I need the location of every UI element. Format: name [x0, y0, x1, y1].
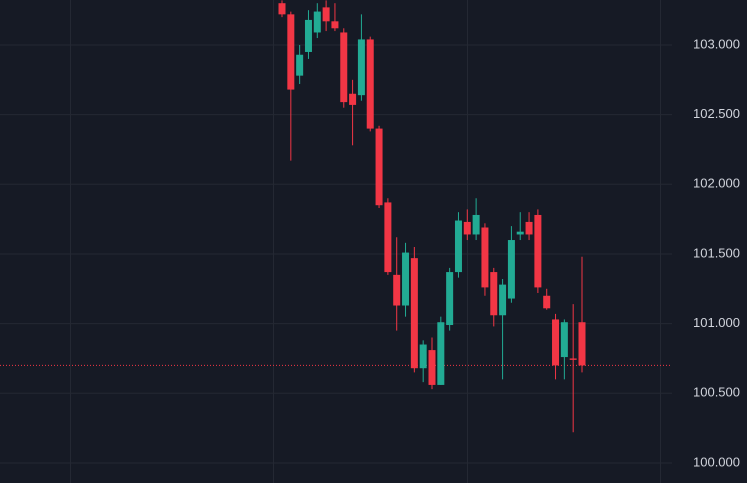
- candle-body: [402, 252, 410, 306]
- candle-body: [278, 3, 286, 15]
- candle-body: [437, 322, 445, 385]
- candle-body: [472, 214, 480, 235]
- candle-body: [384, 202, 392, 273]
- candle-body: [499, 284, 507, 316]
- candle-body: [481, 227, 489, 288]
- y-tick-label: 101.000: [693, 315, 740, 330]
- y-tick-label: 101.500: [693, 245, 740, 260]
- candle-body: [560, 322, 568, 358]
- candle-body: [446, 272, 454, 326]
- candle-body: [516, 231, 524, 235]
- candle-body: [304, 19, 312, 52]
- y-tick-label: 100.500: [693, 385, 740, 400]
- candle-body: [534, 214, 542, 288]
- candle-body: [322, 7, 330, 22]
- candle-body: [463, 221, 471, 235]
- candle-body: [525, 221, 533, 235]
- candle-body: [366, 39, 374, 129]
- y-tick-label: 103.000: [693, 36, 740, 51]
- candle-body: [296, 54, 304, 76]
- candle-body: [375, 128, 383, 206]
- candle-body: [410, 258, 418, 369]
- candle-body: [578, 322, 586, 366]
- candle-body: [331, 21, 339, 29]
- candle-body: [490, 272, 498, 316]
- candle-body: [340, 32, 348, 103]
- candle-body: [569, 358, 577, 360]
- candle-body: [313, 11, 321, 33]
- candle-body: [287, 14, 295, 90]
- y-tick-label: 102.000: [693, 176, 740, 191]
- candle-body: [349, 93, 357, 105]
- candle-body: [393, 274, 401, 306]
- candle-body: [543, 295, 551, 309]
- candle-body: [428, 350, 436, 385]
- y-tick-label: 102.500: [693, 106, 740, 121]
- candle-body: [507, 240, 515, 299]
- candle-body: [357, 39, 365, 96]
- vertical-grid: [70, 0, 661, 483]
- candle-body: [552, 319, 560, 366]
- y-tick-label: 100.000: [693, 454, 740, 469]
- candle-body: [454, 220, 462, 273]
- candle-body: [419, 344, 427, 369]
